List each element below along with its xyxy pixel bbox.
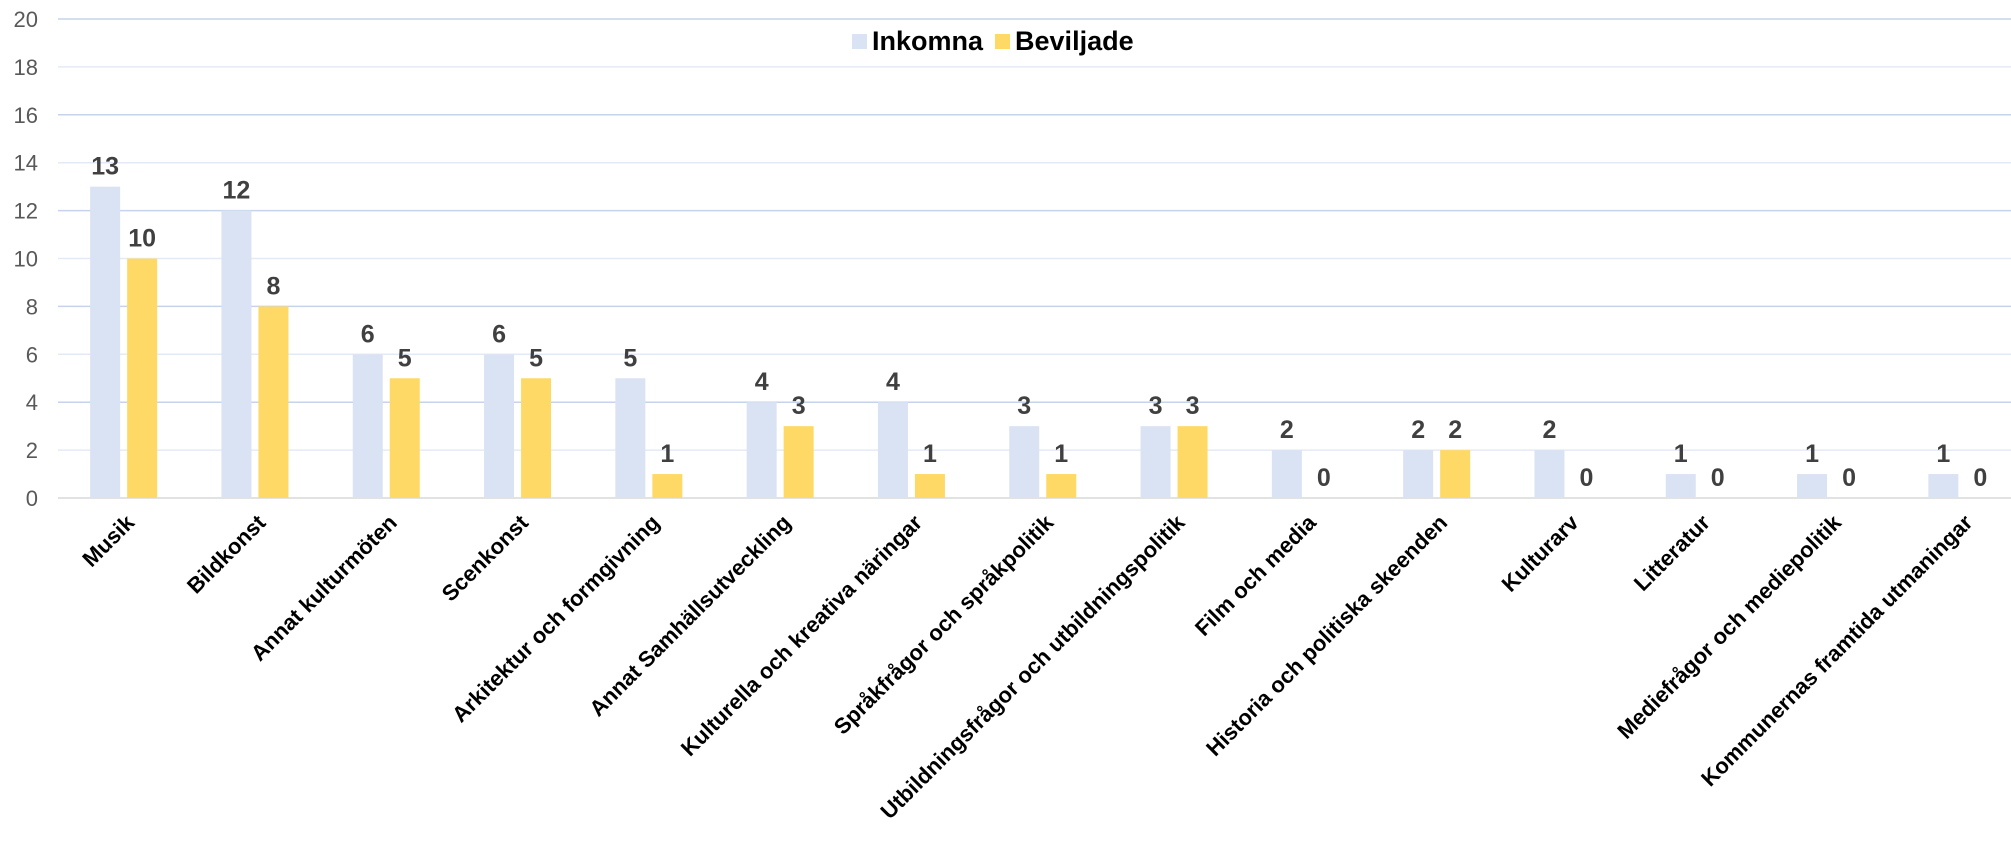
- bar-inkomna: [221, 210, 252, 498]
- bar-inkomna: [746, 402, 777, 498]
- data-label: 1: [923, 440, 937, 468]
- bar-inkomna: [1009, 426, 1040, 498]
- gridlines: [58, 18, 2011, 499]
- bar-inkomna: [1403, 450, 1434, 498]
- y-tick-label: 10: [14, 247, 38, 272]
- bar-beviljade: [127, 258, 158, 498]
- data-label: 4: [886, 368, 900, 396]
- y-tick-label: 6: [26, 342, 38, 367]
- y-tick-label: 4: [26, 390, 38, 415]
- data-label: 0: [1711, 464, 1725, 492]
- x-tick-label: Annat kulturmöten: [246, 510, 402, 666]
- x-tick-label: Kulturella och kreativa näringar: [676, 510, 927, 761]
- data-label: 1: [1805, 440, 1819, 468]
- data-label: 13: [91, 153, 119, 181]
- y-tick-label: 16: [14, 103, 38, 128]
- y-tick-label: 18: [14, 55, 38, 80]
- legend: Inkomna Beviljade: [852, 26, 1146, 57]
- bar-inkomna: [1534, 450, 1565, 498]
- data-label: 3: [1186, 392, 1200, 420]
- x-tick-label: Språkfrågor och språkpolitik: [829, 509, 1059, 739]
- bar-beviljade: [1440, 450, 1471, 498]
- x-tick-label: Mediefrågor och mediepolitik: [1612, 509, 1846, 743]
- bar-beviljade: [783, 426, 814, 498]
- x-tick-label: Kulturarv: [1497, 509, 1584, 596]
- data-label: 2: [1411, 416, 1425, 444]
- data-label: 2: [1448, 416, 1462, 444]
- data-label: 2: [1280, 416, 1294, 444]
- bar-inkomna: [1665, 474, 1696, 498]
- bar-beviljade: [258, 306, 289, 498]
- bar-inkomna: [352, 354, 383, 498]
- legend-item-beviljade: Beviljade: [995, 26, 1134, 57]
- y-tick-label: 0: [26, 486, 38, 511]
- data-label: 6: [492, 320, 506, 348]
- bar-inkomna: [615, 378, 646, 498]
- x-tick-label: Film och media: [1190, 509, 1321, 640]
- data-label: 6: [361, 320, 375, 348]
- data-label: 5: [623, 344, 637, 372]
- bar-inkomna: [1928, 474, 1959, 498]
- bar-inkomna: [1140, 426, 1171, 498]
- x-tick-label: Musik: [77, 509, 139, 571]
- data-label: 10: [128, 225, 156, 253]
- x-tick-label: Kommunernas framtida utmaningar: [1696, 510, 1978, 792]
- data-label: 0: [1317, 464, 1331, 492]
- x-tick-label: Arkitektur och formgivning: [447, 510, 664, 727]
- x-tick-label: Utbildningsfrågor och utbildningspolitik: [875, 509, 1190, 824]
- data-label: 1: [1054, 440, 1068, 468]
- legend-swatch-beviljade: [995, 34, 1011, 49]
- bar-inkomna: [1797, 474, 1828, 498]
- data-label: 3: [792, 392, 806, 420]
- data-label: 1: [1674, 440, 1688, 468]
- x-tick-label: Litteratur: [1629, 510, 1715, 596]
- bar-beviljade: [521, 378, 552, 498]
- bar-inkomna: [877, 402, 908, 498]
- data-label: 1: [660, 440, 674, 468]
- x-tick-label: Scenkonst: [437, 509, 534, 606]
- legend-label-beviljade: Beviljade: [1015, 26, 1134, 56]
- legend-item-inkomna: Inkomna: [852, 26, 983, 57]
- bar-beviljade: [389, 378, 420, 498]
- y-tick-label: 2: [26, 438, 38, 463]
- bar-beviljade: [652, 474, 683, 498]
- data-label: 3: [1017, 392, 1031, 420]
- y-tick-label: 12: [14, 199, 38, 224]
- data-label: 8: [266, 272, 280, 300]
- data-label: 4: [755, 368, 769, 396]
- data-label: 0: [1842, 464, 1856, 492]
- data-label: 0: [1579, 464, 1593, 492]
- y-tick-label: 8: [26, 294, 38, 319]
- legend-swatch-inkomna: [852, 34, 867, 49]
- bar-beviljade: [914, 474, 945, 498]
- legend-label-inkomna: Inkomna: [872, 26, 984, 56]
- data-label: 5: [398, 344, 412, 372]
- x-tick-label: Historia och politiska skeenden: [1201, 510, 1452, 761]
- bar-inkomna: [90, 186, 121, 498]
- bar-inkomna: [1271, 450, 1302, 498]
- bars: [90, 186, 1959, 498]
- y-tick-label: 14: [14, 151, 38, 176]
- y-axis: 0 2 4 6 8 10 12 14 16 18 20: [14, 7, 38, 511]
- y-tick-label: 20: [14, 7, 38, 32]
- data-label: 3: [1149, 392, 1163, 420]
- data-label: 0: [1973, 464, 1987, 492]
- data-label: 12: [223, 177, 251, 205]
- bar-beviljade: [1046, 474, 1077, 498]
- data-label: 5: [529, 344, 543, 372]
- bar-beviljade: [1177, 426, 1208, 498]
- data-label: 2: [1542, 416, 1556, 444]
- x-tick-label: Bildkonst: [182, 509, 271, 598]
- bar-inkomna: [484, 354, 515, 498]
- data-label: 1: [1936, 440, 1950, 468]
